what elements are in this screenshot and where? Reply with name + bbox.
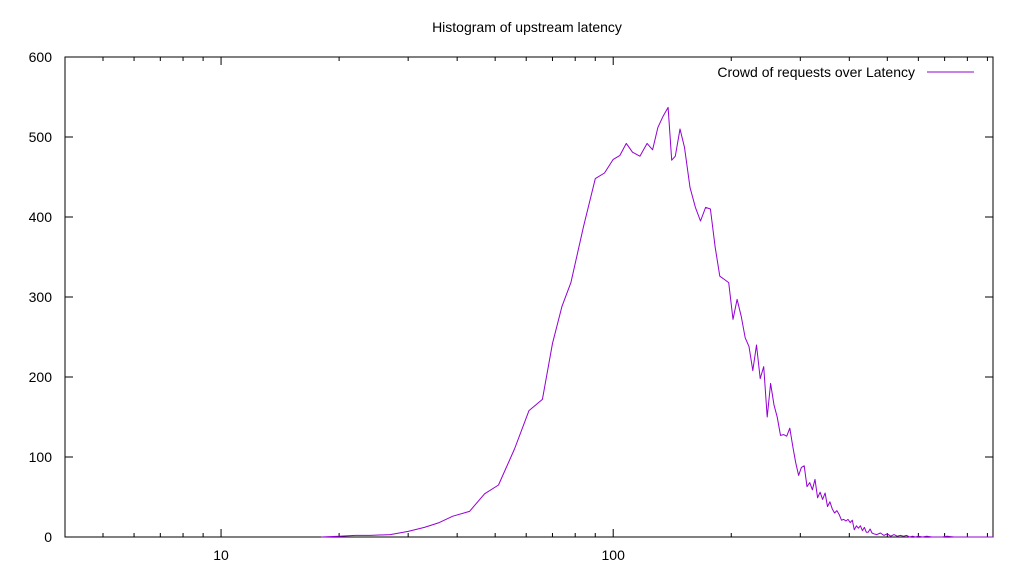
y-tick-label: 0 — [44, 529, 52, 545]
axes-layer — [64, 56, 994, 538]
plot-border — [64, 56, 994, 538]
legend-label: Crowd of requests over Latency — [717, 64, 915, 80]
y-tick-label: 200 — [29, 369, 53, 385]
x-tick-label: 10 — [213, 547, 229, 563]
y-tick-label: 600 — [29, 49, 53, 65]
chart-title: Histogram of upstream latency — [432, 19, 622, 35]
series-line — [321, 106, 993, 538]
series-layer — [321, 106, 993, 538]
ticks-layer: 0 100 200 300 400 500 600 10 100 — [29, 49, 993, 563]
x-tick-label: 100 — [602, 547, 626, 563]
y-tick-label: 100 — [29, 449, 53, 465]
y-tick-label: 300 — [29, 289, 53, 305]
y-tick-label: 500 — [29, 129, 53, 145]
legend: Crowd of requests over Latency — [717, 64, 974, 80]
y-tick-label: 400 — [29, 209, 53, 225]
